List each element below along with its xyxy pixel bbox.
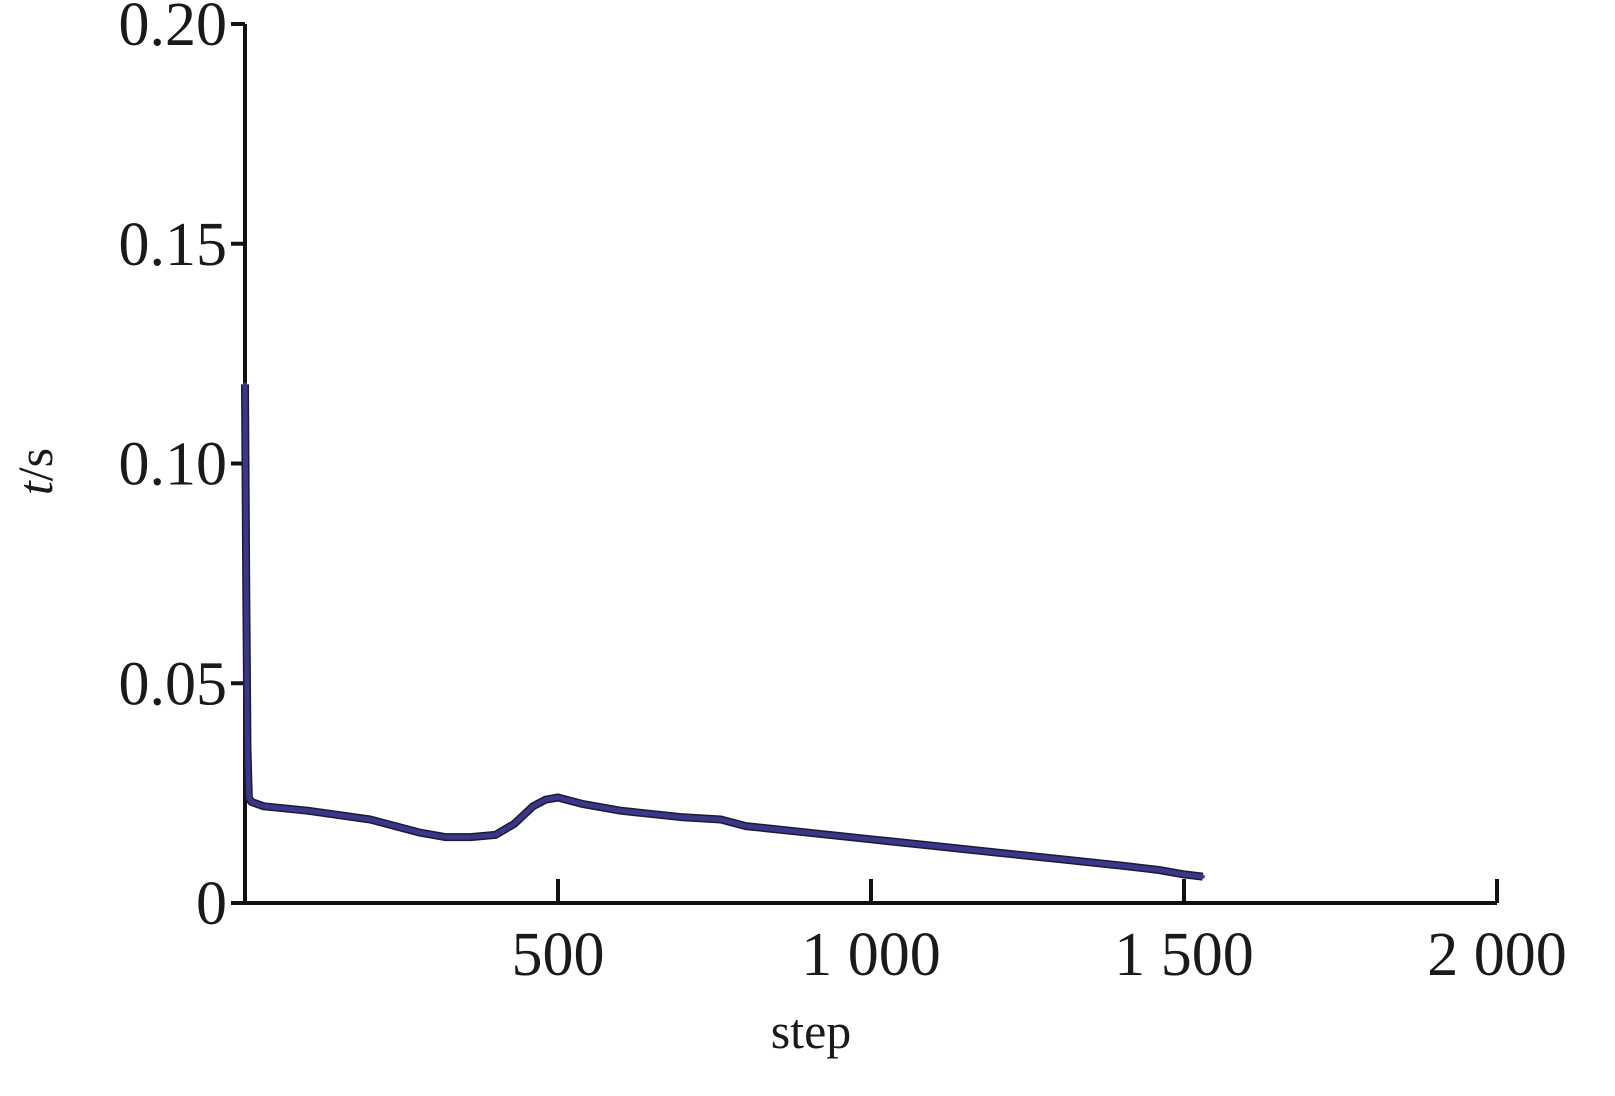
y-tick-label: 0.15 bbox=[119, 211, 228, 279]
series-layer bbox=[241, 382, 1205, 881]
data-point bbox=[556, 795, 560, 800]
y-tick-label: 0.10 bbox=[119, 431, 228, 499]
series-line bbox=[242, 384, 1204, 880]
axes-frame bbox=[243, 24, 1497, 905]
data-point bbox=[512, 821, 517, 826]
data-point bbox=[994, 850, 999, 855]
data-point bbox=[305, 808, 310, 813]
x-tick-label: 2 000 bbox=[1427, 921, 1567, 989]
data-point bbox=[1200, 874, 1205, 879]
data-point bbox=[931, 843, 936, 848]
y-axis-title-variable: t bbox=[7, 480, 63, 495]
x-tick-label: 1 000 bbox=[801, 921, 941, 989]
y-axis-title-unit: /s bbox=[7, 448, 63, 481]
data-point bbox=[249, 799, 254, 804]
data-point bbox=[1182, 872, 1186, 877]
data-point bbox=[493, 832, 498, 837]
series-line-outline bbox=[241, 384, 1204, 881]
data-point bbox=[246, 795, 251, 800]
y-tick-label: 0 bbox=[196, 870, 227, 938]
svg-text:t/s: t/s bbox=[7, 448, 63, 495]
data-point bbox=[806, 830, 811, 835]
data-point bbox=[718, 817, 723, 822]
x-axis-title: step bbox=[771, 1003, 852, 1059]
y-axis-title: t/s bbox=[7, 448, 63, 495]
y-tick-label: 0.20 bbox=[119, 0, 228, 59]
data-point bbox=[543, 797, 548, 802]
data-point bbox=[869, 837, 873, 842]
data-point bbox=[244, 593, 249, 598]
data-point bbox=[581, 802, 585, 807]
data-point bbox=[1157, 868, 1161, 872]
data-point bbox=[261, 804, 266, 809]
x-tick-label: 500 bbox=[512, 921, 605, 989]
data-point bbox=[245, 747, 250, 752]
data-point bbox=[743, 824, 748, 829]
data-point bbox=[243, 382, 247, 387]
data-point bbox=[368, 817, 373, 822]
data-point bbox=[618, 808, 623, 813]
data-point bbox=[1119, 863, 1124, 868]
x-tick-label: 1 500 bbox=[1114, 921, 1254, 989]
data-point bbox=[443, 835, 448, 840]
data-point bbox=[531, 804, 535, 809]
x-axis-ticks: 500 1 000 1 500 2 000 bbox=[512, 879, 1567, 989]
data-point bbox=[1056, 857, 1061, 861]
data-point bbox=[418, 830, 423, 835]
y-tick-label: 0.05 bbox=[119, 650, 228, 718]
data-point bbox=[468, 835, 473, 840]
data-point bbox=[681, 815, 686, 820]
y-axis-ticks: 0 0.05 0.10 0.15 0.20 bbox=[119, 0, 245, 938]
